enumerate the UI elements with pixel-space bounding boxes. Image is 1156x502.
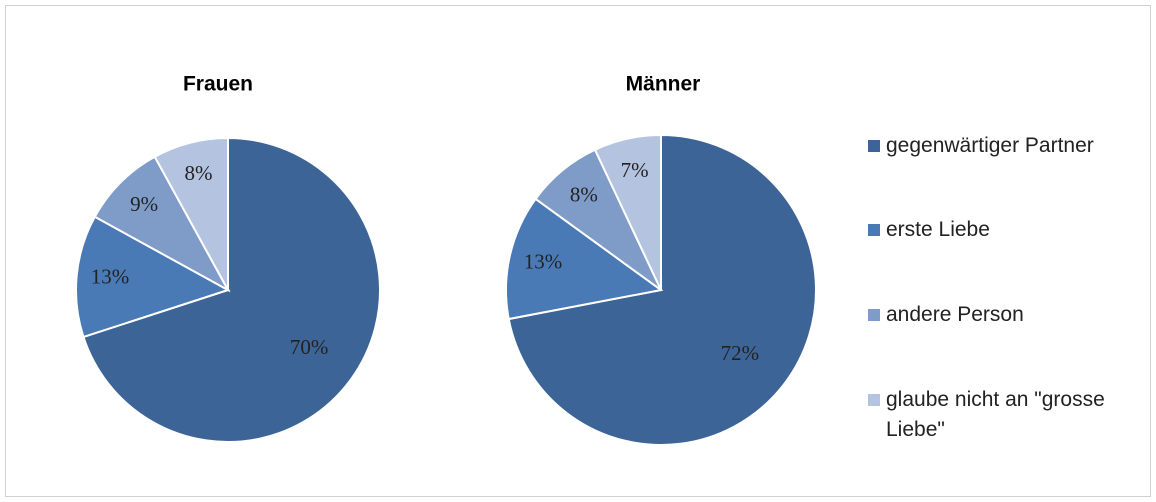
pie-slice	[153, 136, 229, 291]
legend-swatch	[868, 224, 880, 236]
data-label: 9%	[130, 192, 158, 216]
data-label: 8%	[185, 161, 213, 185]
legend-item: erste Liebe	[868, 215, 1108, 245]
data-label: 8%	[570, 183, 598, 207]
pie-slice	[93, 155, 231, 293]
legend-label: glaube nicht an "grosse Liebe"	[886, 388, 1105, 441]
legend-label: erste Liebe	[886, 218, 990, 241]
pie-slice	[82, 136, 381, 443]
pie-slice	[505, 197, 664, 321]
legend-label: andere Person	[886, 303, 1024, 326]
pie-slice	[75, 215, 231, 339]
legend-swatch	[868, 394, 880, 406]
legend-swatch	[868, 140, 880, 152]
legend-item: andere Person	[868, 300, 1108, 330]
legend-item: gegenwärtiger Partner	[868, 131, 1108, 161]
frame	[5, 5, 1151, 497]
legend-label: gegenwärtiger Partner	[886, 134, 1094, 157]
data-label: 70%	[290, 335, 329, 359]
data-label: 72%	[721, 341, 760, 365]
data-label: 13%	[524, 249, 563, 273]
data-label: 13%	[91, 265, 130, 289]
chart-title: Männer	[626, 73, 701, 96]
pie-slice	[593, 133, 662, 291]
legend-item: glaube nicht an "grosse Liebe"	[868, 385, 1108, 445]
chart-title: Frauen	[183, 73, 253, 96]
legend-swatch	[868, 309, 880, 321]
data-label: 7%	[621, 158, 649, 182]
